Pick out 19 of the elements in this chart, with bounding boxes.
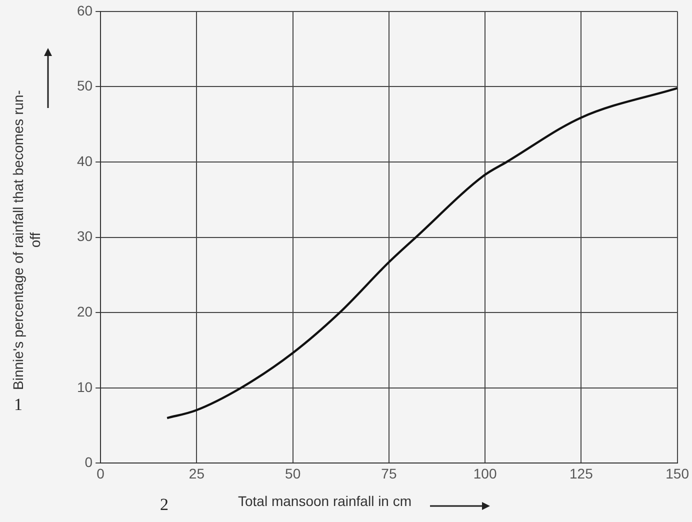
y-axis-title: Binnie's percentage of rainfall that becomes run-off xyxy=(10,90,44,390)
x-axis-title: Total mansoon rainfall in cm xyxy=(238,493,412,509)
x-tick-label: 75 xyxy=(381,465,397,482)
x-tick-label: 25 xyxy=(188,465,205,482)
x-tick-label: 0 xyxy=(96,465,105,482)
text: 1 xyxy=(14,395,22,415)
line-series xyxy=(166,87,678,420)
y-tick-label: 30 xyxy=(76,228,93,244)
x-tick-label: 100 xyxy=(473,465,497,482)
y-tick-label: 50 xyxy=(76,78,93,94)
text: 2 xyxy=(160,495,168,515)
x-tick-label: 150 xyxy=(666,465,690,482)
y-tick-label: 60 xyxy=(76,2,93,18)
x-tick-label: 125 xyxy=(570,465,594,482)
y-tick-label: 40 xyxy=(76,152,93,169)
x-tick-label: 50 xyxy=(285,465,301,482)
y-tick-label: 0 xyxy=(84,454,93,470)
y-tick-label: 20 xyxy=(76,303,93,320)
y-tick-label: 10 xyxy=(76,378,93,395)
